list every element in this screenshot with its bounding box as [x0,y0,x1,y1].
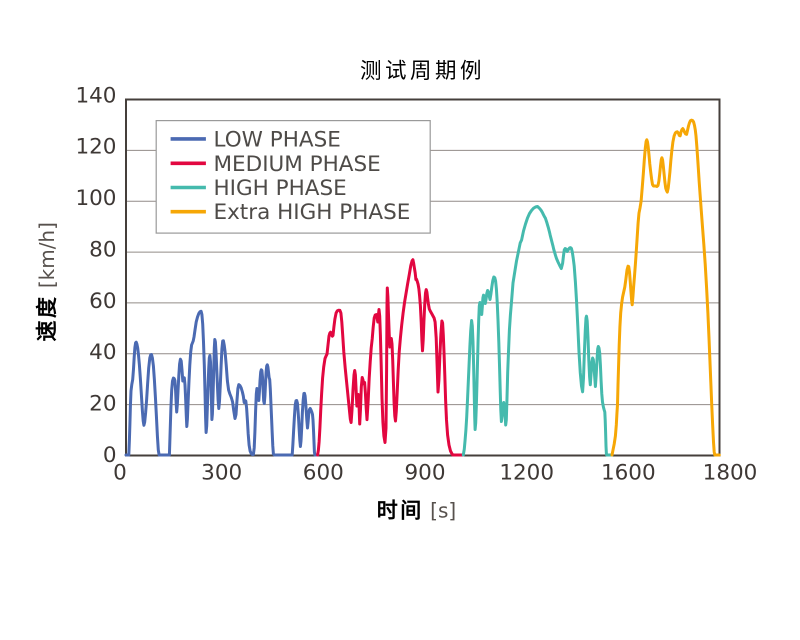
svg-text:1200: 1200 [499,461,554,486]
svg-text:Extra HIGH PHASE: Extra HIGH PHASE [214,200,411,225]
svg-text:60: 60 [89,289,116,314]
svg-text:900: 900 [404,461,445,486]
svg-text:40: 40 [89,340,116,365]
svg-text:1800: 1800 [703,461,758,486]
svg-text:100: 100 [75,186,116,211]
svg-text:120: 120 [75,135,116,160]
svg-text:测试周期例: 测试周期例 [360,59,485,84]
svg-text:MEDIUM PHASE: MEDIUM PHASE [214,152,381,177]
svg-text:140: 140 [75,83,116,108]
svg-text:0: 0 [103,443,117,468]
svg-text:1600: 1600 [601,461,656,486]
svg-text:600: 600 [303,461,344,486]
svg-text:80: 80 [89,237,116,262]
svg-text:0: 0 [113,461,127,486]
svg-text:20: 20 [89,392,116,417]
svg-text:速度 [km/h]: 速度 [km/h] [35,222,59,341]
svg-text:300: 300 [201,461,242,486]
svg-text:LOW PHASE: LOW PHASE [214,127,341,152]
svg-text:HIGH PHASE: HIGH PHASE [214,176,347,201]
svg-text:时间 [s]: 时间 [s] [377,499,456,523]
